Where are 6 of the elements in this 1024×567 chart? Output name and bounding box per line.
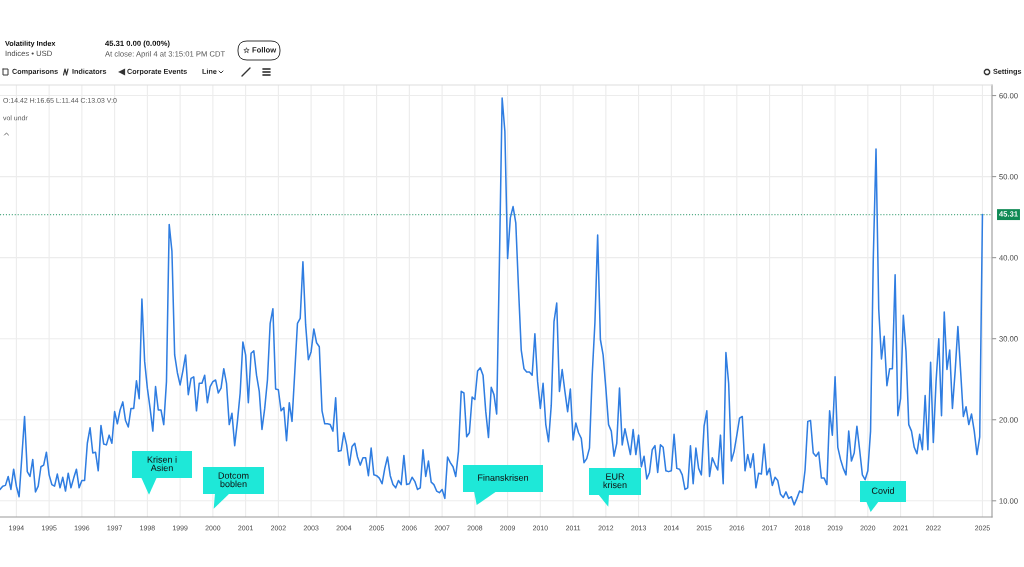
line-series [0, 97, 984, 506]
annotation: Finanskrisen [478, 474, 528, 481]
annotation: Krisen i Asien [147, 456, 177, 472]
annotation: Covid [871, 487, 894, 494]
annotation: Dotcom boblen [218, 472, 249, 488]
annotation: EUR krisen [603, 473, 627, 489]
